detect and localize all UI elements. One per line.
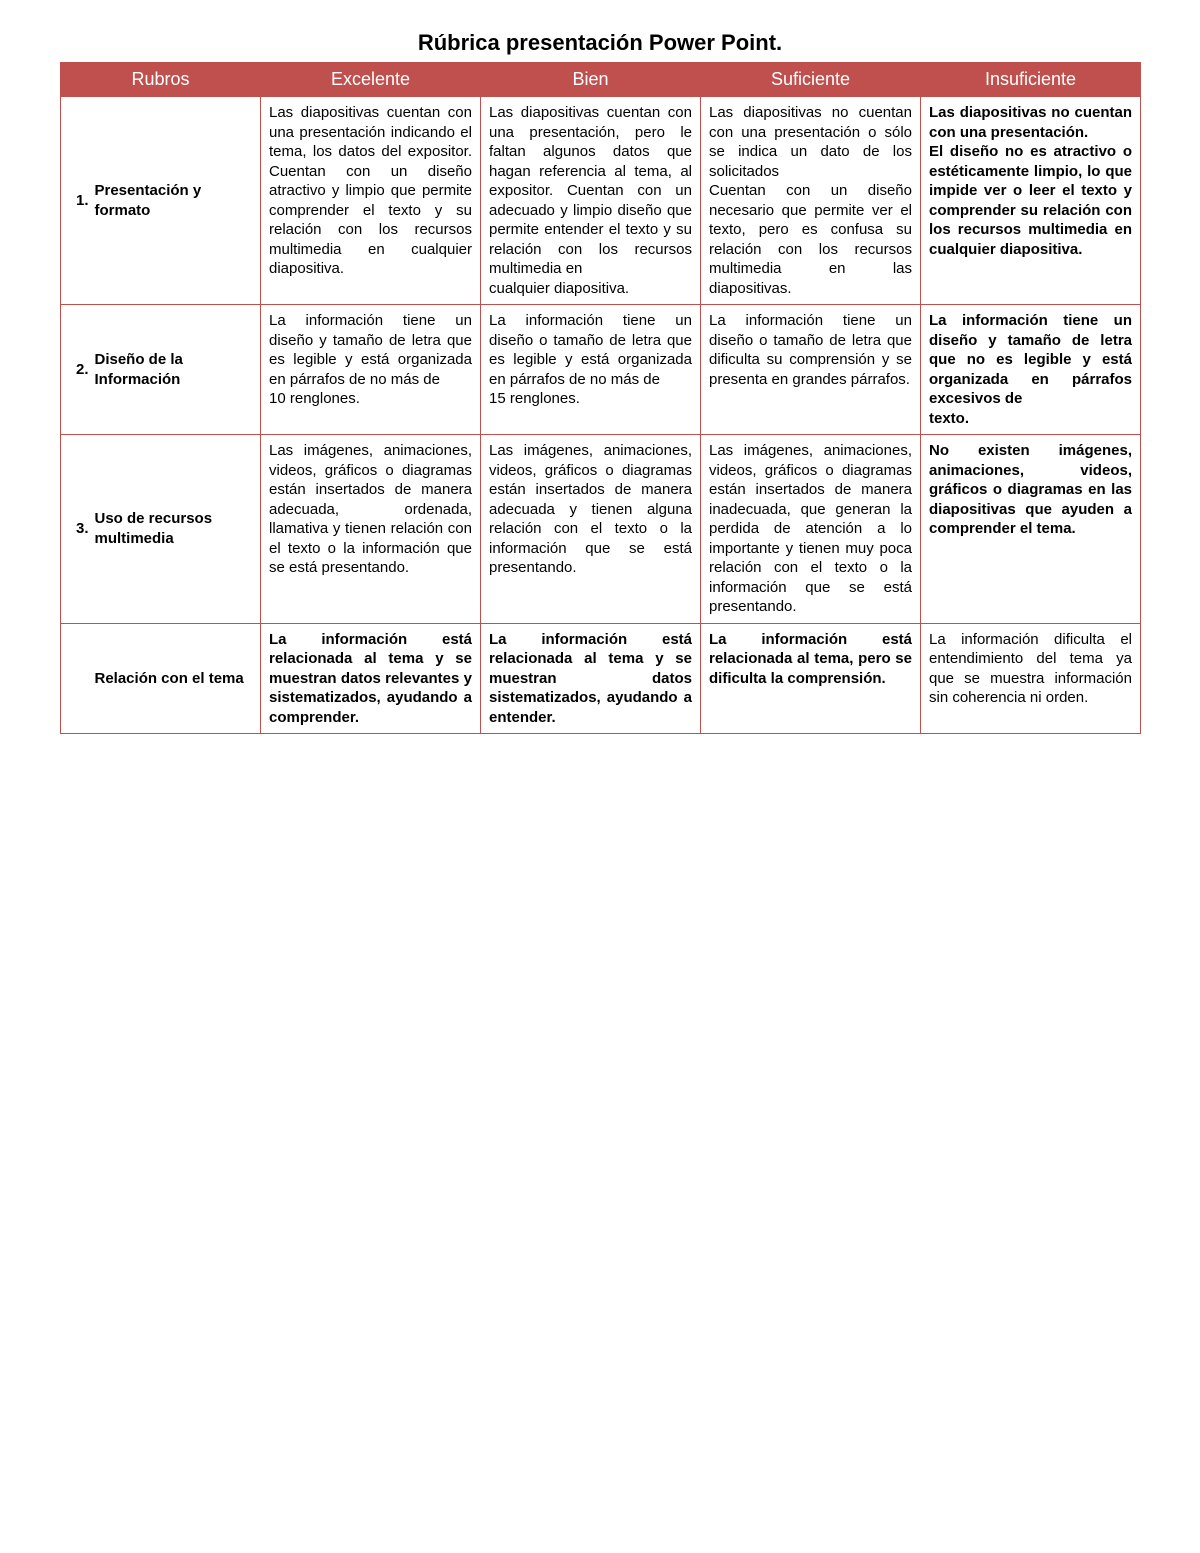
rubric-cell: Las imágenes, animaciones, videos, gráfi… — [481, 435, 701, 624]
rubric-cell: La información está relacionada al tema,… — [701, 623, 921, 734]
rubric-cell: Las diapositivas no cuentan con una pres… — [701, 97, 921, 305]
row-number: 1. — [61, 97, 91, 305]
col-header-insuficiente: Insuficiente — [921, 63, 1141, 97]
rubric-cell: Las imágenes, animaciones, videos, gráfi… — [261, 435, 481, 624]
row-number: 2. — [61, 305, 91, 435]
page-title: Rúbrica presentación Power Point. — [60, 30, 1140, 56]
row-rubro: Diseño de la Información — [91, 305, 261, 435]
table-row: Relación con el temaLa información está … — [61, 623, 1141, 734]
row-rubro: Uso de recursos multimedia — [91, 435, 261, 624]
col-header-suficiente: Suficiente — [701, 63, 921, 97]
table-header-row: Rubros Excelente Bien Suficiente Insufic… — [61, 63, 1141, 97]
row-number: 3. — [61, 435, 91, 624]
col-header-rubros: Rubros — [61, 63, 261, 97]
col-header-excelente: Excelente — [261, 63, 481, 97]
row-rubro: Presentación y formato — [91, 97, 261, 305]
rubric-cell: La información tiene un diseño o tamaño … — [481, 305, 701, 435]
rubric-cell: La información tiene un diseño y tamaño … — [921, 305, 1141, 435]
rubric-cell: La información está relacionada al tema … — [481, 623, 701, 734]
col-header-bien: Bien — [481, 63, 701, 97]
rubric-cell: No existen imágenes, animaciones, videos… — [921, 435, 1141, 624]
rubric-cell: La información tiene un diseño o tamaño … — [701, 305, 921, 435]
rubric-cell: La información está relacionada al tema … — [261, 623, 481, 734]
rubric-cell: Las diapositivas no cuentan con una pres… — [921, 97, 1141, 305]
rubric-table: Rubros Excelente Bien Suficiente Insufic… — [60, 62, 1141, 734]
table-body: 1.Presentación y formatoLas diapositivas… — [61, 97, 1141, 734]
rubric-cell: Las imágenes, animaciones, videos, gráfi… — [701, 435, 921, 624]
row-number — [61, 623, 91, 734]
table-row: 2.Diseño de la InformaciónLa información… — [61, 305, 1141, 435]
rubric-cell: Las diapositivas cuentan con una present… — [261, 97, 481, 305]
row-rubro: Relación con el tema — [91, 623, 261, 734]
rubric-cell: La información tiene un diseño y tamaño … — [261, 305, 481, 435]
table-row: 3.Uso de recursos multimediaLas imágenes… — [61, 435, 1141, 624]
rubric-cell: La información dificulta el entendimient… — [921, 623, 1141, 734]
rubric-cell: Las diapositivas cuentan con una present… — [481, 97, 701, 305]
table-row: 1.Presentación y formatoLas diapositivas… — [61, 97, 1141, 305]
